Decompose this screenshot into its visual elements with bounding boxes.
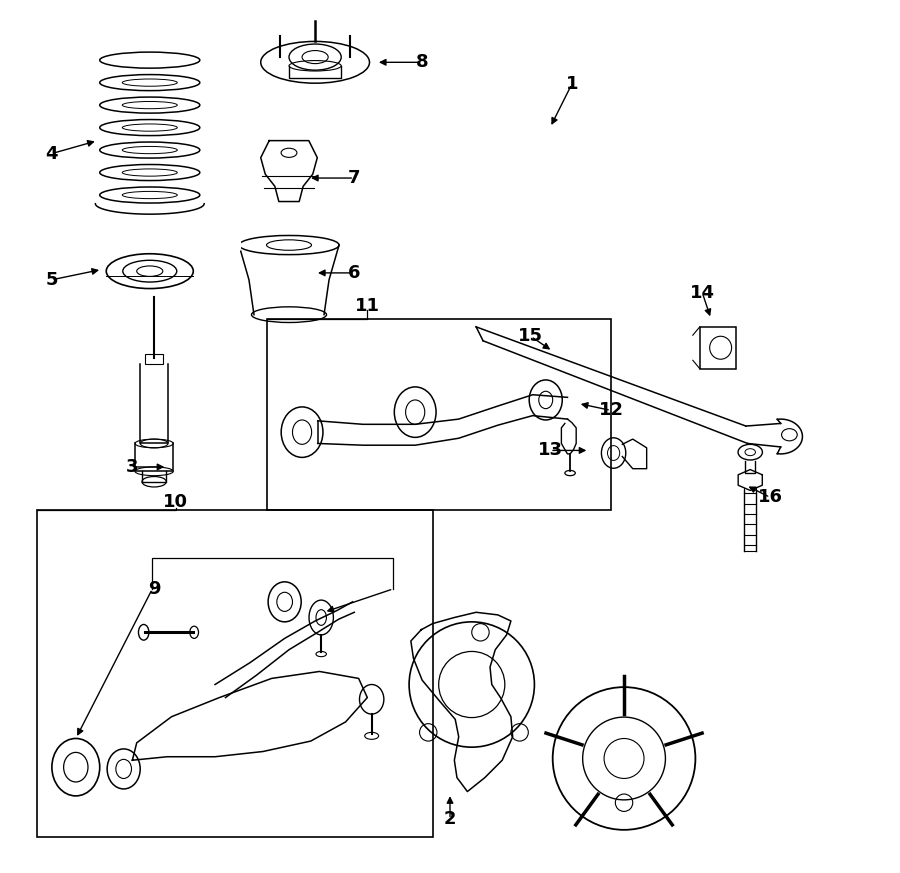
Text: 7: 7 <box>348 169 361 187</box>
Text: 1: 1 <box>565 75 578 93</box>
Bar <box>700 327 736 368</box>
Text: 12: 12 <box>598 402 624 419</box>
Text: 8: 8 <box>416 53 428 72</box>
Text: 6: 6 <box>348 264 361 282</box>
Bar <box>146 354 163 364</box>
Text: 16: 16 <box>758 488 783 506</box>
Text: 13: 13 <box>537 442 562 459</box>
Bar <box>37 511 433 837</box>
Text: 9: 9 <box>148 580 160 598</box>
Text: 2: 2 <box>444 810 456 828</box>
Text: 15: 15 <box>518 327 544 346</box>
Text: 11: 11 <box>355 297 380 315</box>
Text: 4: 4 <box>45 145 58 162</box>
Text: 3: 3 <box>126 458 139 476</box>
Text: 5: 5 <box>45 271 58 289</box>
Bar <box>267 319 611 511</box>
Text: 10: 10 <box>164 492 188 511</box>
Text: 14: 14 <box>690 284 715 302</box>
